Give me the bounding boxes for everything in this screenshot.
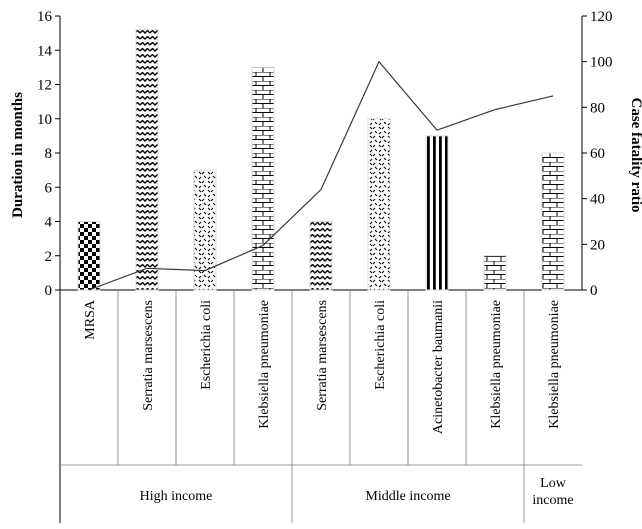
left-y-ticks: 0 2 4 6 8 10 12 14 16 <box>37 9 60 299</box>
bar-7 <box>425 135 449 291</box>
left-y-tick-label: 12 <box>37 78 52 94</box>
bar-6 <box>367 118 391 291</box>
bar-5 <box>309 221 333 291</box>
left-y-tick-label: 0 <box>45 283 53 299</box>
left-y-tick-label: 14 <box>37 43 53 59</box>
category-label: Acinetobacter baumanii <box>431 300 446 434</box>
bar-8 <box>483 255 507 291</box>
right-y-tick-label: 100 <box>590 55 613 71</box>
group-label: income <box>532 493 573 508</box>
group-label: Middle income <box>365 489 450 504</box>
category-label: Escherichia coli <box>373 300 388 390</box>
left-y-tick-label: 4 <box>45 215 53 231</box>
left-y-tick-label: 10 <box>37 112 52 128</box>
left-y-tick-label: 6 <box>45 180 53 196</box>
category-label: Klebsiella pneumoniae <box>257 300 272 429</box>
case-fatality-line <box>88 60 554 291</box>
right-y-tick-label: 60 <box>590 146 605 162</box>
right-y-tick-label: 0 <box>590 283 598 299</box>
group-label: High income <box>140 489 213 504</box>
group-label: Low <box>540 476 567 491</box>
right-y-ticks: 0 20 40 60 80 100 120 <box>582 9 613 299</box>
case-fatality-line-series <box>88 60 554 291</box>
right-y-tick-label: 80 <box>590 100 605 116</box>
category-label: Serratia marsescens <box>315 300 330 411</box>
left-y-tick-label: 2 <box>45 249 53 265</box>
category-label: Klebsiella pneumoniae <box>489 300 504 429</box>
category-label: Serratia marsescens <box>141 300 156 411</box>
right-y-axis-label: Case fatality ratio <box>628 98 642 213</box>
right-y-tick-label: 120 <box>590 9 613 25</box>
bars <box>77 29 565 291</box>
category-label: Escherichia coli <box>199 300 214 390</box>
bar-1 <box>77 221 101 291</box>
bar-2 <box>135 29 159 291</box>
bar-4 <box>251 66 275 291</box>
left-y-axis-label: Duration in months <box>10 92 26 218</box>
bar-3 <box>193 169 217 291</box>
category-table: MRSA Serratia marsescens Escherichia coli K… <box>60 290 582 523</box>
left-y-tick-label: 8 <box>45 146 53 162</box>
category-label: MRSA <box>83 299 98 340</box>
category-label: Klebsiella pneumoniae <box>547 300 562 429</box>
right-y-tick-label: 20 <box>590 237 605 253</box>
bar-9 <box>541 152 565 291</box>
right-y-tick-label: 40 <box>590 192 605 208</box>
left-y-tick-label: 16 <box>37 9 53 25</box>
